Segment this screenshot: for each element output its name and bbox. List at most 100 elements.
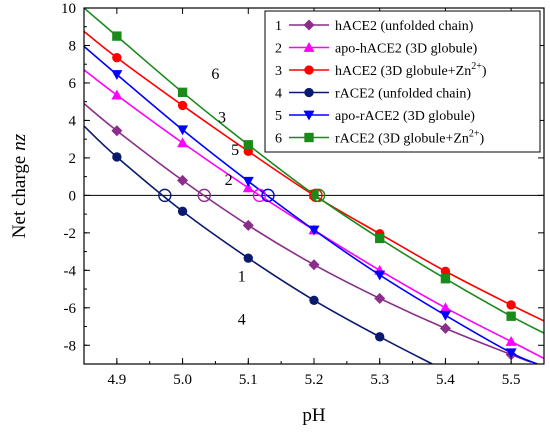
legend-entry-marker [304,87,314,98]
legend-entry-6: 6 rACE2 (3D globule+Zn2+) [275,129,485,147]
x-axis-title: pH [302,405,326,426]
series-5-point [505,348,517,359]
series-6-point [440,274,451,284]
legend-entry-label-main: hACE2 (unfolded chain) [335,19,474,34]
curve-label-5: 5 [231,142,239,159]
curve-label-layer: 1 2 3 4 5 6 [211,66,245,328]
legend-entry-label: apo-hACE2 (3D globule) [335,42,478,57]
series-1-point [308,259,320,271]
legend-entry-label-main: apo-rACE2 (3D globule) [335,109,475,124]
y-axis-title: Net charge nz [9,133,30,238]
series-6-point [375,233,385,244]
x-tick-label: 5.1 [239,372,258,388]
legend-entry-4: 4 rACE2 (unfolded chain) [275,87,471,102]
series-4-point [112,152,122,162]
legend-entry-marker [304,65,314,75]
legend-entry-label-main: rACE2 (unfolded chain) [335,87,471,102]
legend-entry-label-tail: ) [480,132,485,147]
x-tick-label: 5.0 [173,372,192,388]
zero-crossing-marker-1 [158,188,172,203]
series-3-point [112,52,122,63]
legend-entry-2: 2 apo-hACE2 (3D globule) [275,42,478,57]
legend-entry-number: 6 [275,132,282,147]
y-tick-label: 10 [61,1,76,17]
x-tick-label: 5.2 [305,372,324,388]
legend-entry-label-main: apo-hACE2 (3D globule) [335,42,478,57]
legend-entry-label-main: hACE2 (3D globule+Zn [335,64,471,79]
legend-entry-5: 5 apo-rACE2 (3D globule) [275,109,475,124]
legend-entry-label: hACE2 (unfolded chain) [335,19,474,34]
curve-label-6: 6 [211,66,219,83]
series-3-point [440,266,451,276]
series-3-point [506,300,516,310]
legend-entry-marker [303,42,315,52]
series-5-point [177,125,189,136]
y-axis-title-var: nz [9,133,30,151]
legend-entry-label-superscript: 2+ [471,61,482,72]
zero-crossing-marker-6 [311,188,326,203]
legend-entry-number: 4 [275,87,282,102]
series-1-point [374,292,386,304]
x-tick-label: 5.4 [436,372,455,388]
legend-entry-label: rACE2 (unfolded chain) [335,87,471,102]
series-4-point [177,206,188,216]
series-5 [84,45,538,364]
y-axis-title-main: Net charge [9,156,30,238]
legend-entry-label: rACE2 (3D globule+Zn2+) [335,129,485,147]
series-5-point [242,176,254,187]
legend-entry-number: 2 [275,42,282,57]
series-5-point [374,270,386,281]
legend-entry-marker [303,110,315,121]
y-tick-label: -4 [64,263,77,279]
series-2-point [439,302,451,313]
zero-crossing-marker-3 [252,188,267,203]
series-1-point [111,125,123,137]
legend-entry-marker [304,132,314,143]
series-4-line [84,125,433,364]
legend-entry-label-superscript: 2+ [469,129,480,140]
series-1-point [242,219,254,231]
legend-entry-number: 1 [275,19,282,34]
curve-label-3: 3 [218,109,226,126]
legend-entry-3: 3 hACE2 (3D globule+Zn2+) [275,61,487,79]
series-3-point [177,100,188,111]
series-2-point [505,336,517,346]
zero-crossing-layer [158,188,326,203]
series-5-point [439,310,451,321]
series-layer [84,8,544,364]
curve-label-2: 2 [225,172,233,189]
curve-label-1: 1 [238,269,246,286]
legend: 1 hACE2 (unfolded chain) 2 apo-hACE2 (3D gl… [264,10,541,153]
x-tick-label: 5.5 [502,372,521,388]
series-2-point [177,137,189,148]
series-6-point [112,31,122,41]
legend-entry-label: apo-rACE2 (3D globule) [335,109,475,124]
legend-entry-number: 5 [275,109,282,124]
legend-entry-label: hACE2 (3D globule+Zn2+) [335,61,487,79]
series-2-point [242,182,254,193]
series-5-point [111,70,123,81]
y-tick-label: 6 [69,76,77,92]
zero-crossing-marker-4 [261,188,275,203]
y-tick-label: -6 [64,301,77,317]
legend-box [264,10,541,153]
series-1-point [439,322,451,334]
legend-entry-label-main: rACE2 (3D globule+Zn [335,132,469,147]
series-6-point [309,189,319,200]
y-tick-label: 4 [69,113,77,129]
series-6-point [177,87,188,97]
curve-label-4: 4 [238,312,246,329]
x-tick-label: 4.9 [107,372,126,388]
y-tick-label: 2 [69,151,77,167]
series-1-point [177,174,189,186]
series-4-point [243,253,253,263]
series-4-point [375,332,385,342]
axis-ticks: 4.9 5.0 5.1 5.2 5.3 5.4 5.5 10 8 6 4 2 0 -2 -4 -6 -8 [61,1,545,388]
legend-entry-number: 3 [275,64,282,79]
series-2-point [111,89,123,100]
series-6-point [506,311,516,321]
series-5-point [308,225,320,236]
series-4 [84,125,433,364]
y-tick-label: 8 [69,38,77,54]
